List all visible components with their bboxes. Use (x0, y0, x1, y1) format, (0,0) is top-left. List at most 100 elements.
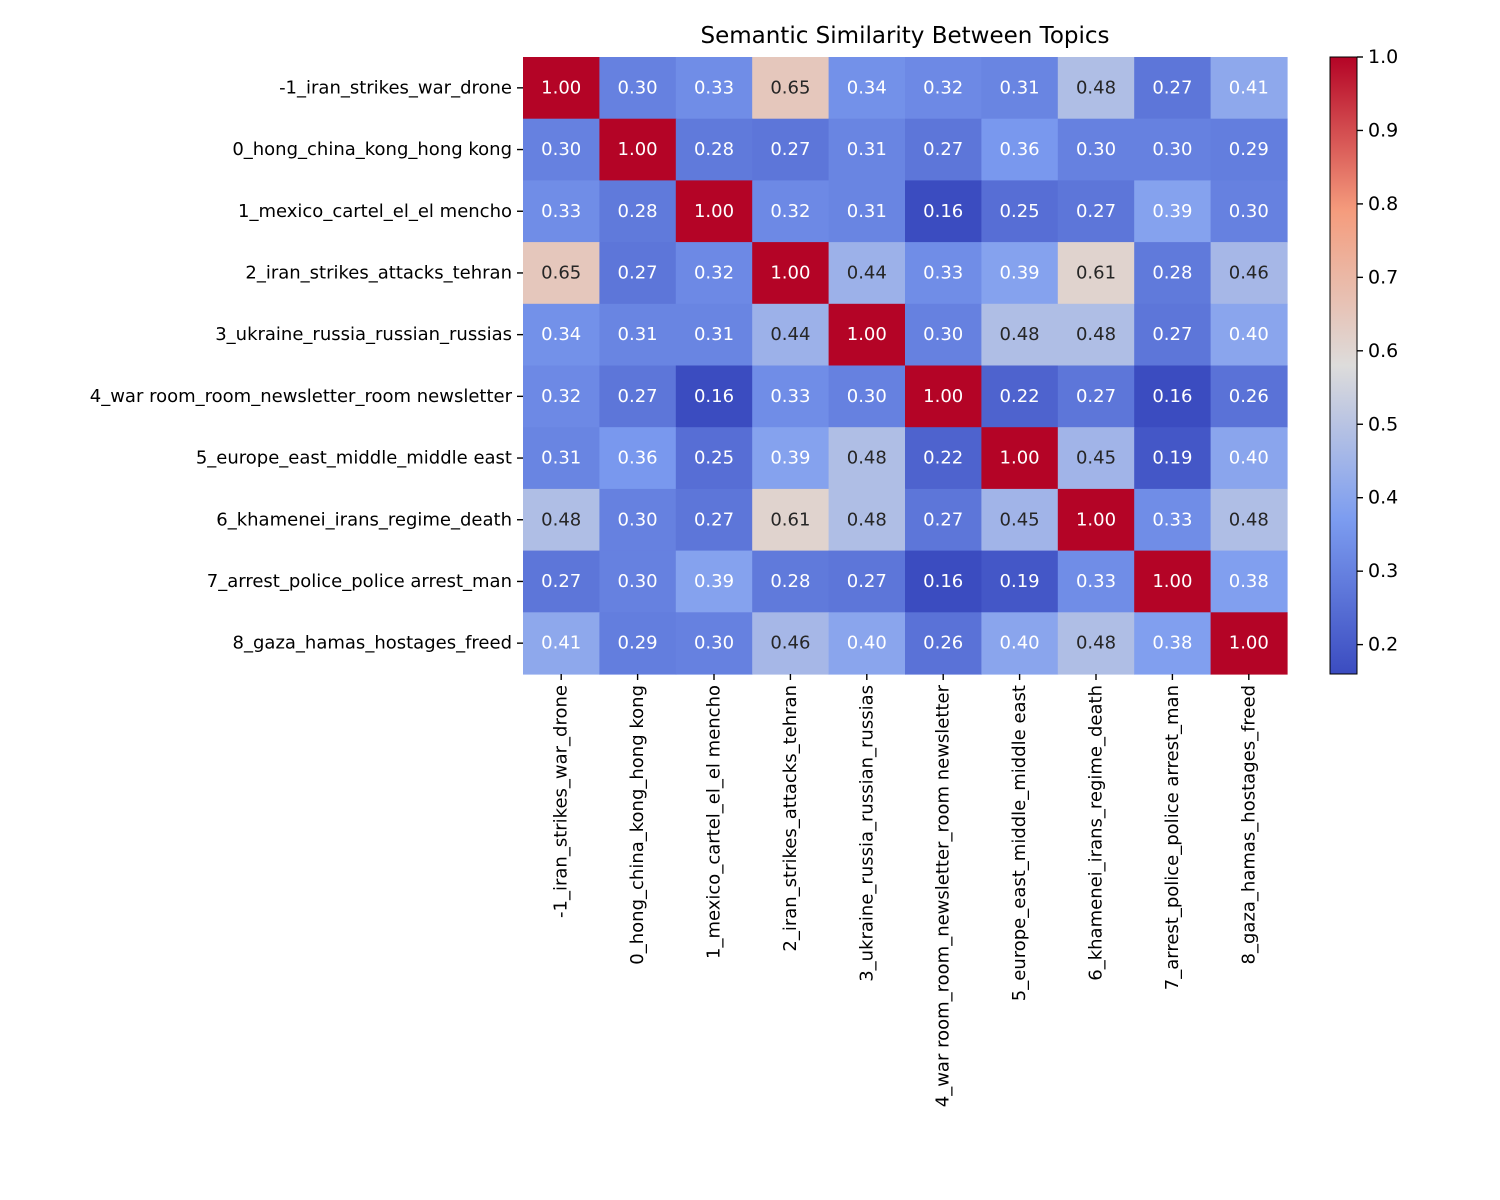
cell-value: 0.34 (847, 77, 887, 98)
cell-value: 0.61 (1076, 262, 1116, 283)
heatmap-cell (981, 118, 1059, 181)
cell-value: 0.65 (541, 262, 581, 283)
heatmap-cell (905, 612, 982, 675)
row-label: 3_ukraine_russia_russian_russias (215, 324, 512, 345)
heatmap-cell (752, 612, 830, 675)
heatmap-cell (1134, 427, 1212, 490)
heatmap-cell (1057, 427, 1135, 490)
cell-value: 0.27 (847, 571, 887, 592)
heatmap-cell (905, 180, 982, 243)
cell-value: 0.28 (694, 139, 734, 160)
heatmap-cell (1057, 180, 1135, 243)
cell-value: 0.33 (770, 386, 810, 407)
heatmap-cell (981, 57, 1059, 120)
heatmap-cell (752, 365, 830, 428)
heatmap-cell (675, 427, 753, 490)
cell-value: 0.25 (1000, 201, 1040, 222)
heatmap-cell (752, 57, 830, 120)
heatmap-cell (523, 303, 600, 367)
cell-value: 0.34 (541, 324, 581, 345)
heatmap-cell (905, 242, 982, 305)
heatmap-cell (1057, 365, 1135, 428)
row-label: 8_gaza_hamas_hostages_freed (233, 633, 512, 654)
heatmap-cell (905, 303, 982, 367)
cell-value: 0.30 (1076, 139, 1116, 160)
heatmap-cell (752, 488, 830, 552)
cell-value: 0.30 (541, 139, 581, 160)
col-label: 4_war room_room_newsletter_room newslett… (933, 684, 954, 1107)
heatmap-cell (1134, 612, 1212, 675)
heatmap-cell (1057, 612, 1135, 675)
cell-value: 0.48 (847, 448, 887, 469)
colorbar-tick-label: 1.0 (1368, 46, 1398, 68)
cell-value: 0.39 (770, 448, 810, 469)
heatmap-cell (599, 303, 677, 367)
row-label: 7_arrest_police_police arrest_man (207, 571, 512, 592)
heatmap-cell (599, 550, 677, 613)
heatmap-cell (1210, 488, 1288, 552)
row-label: 5_europe_east_middle_middle east (196, 448, 512, 469)
heatmap-cell (752, 118, 830, 181)
cell-value: 0.33 (923, 262, 963, 283)
row-label: 2_iran_strikes_attacks_tehran (245, 262, 512, 283)
heatmap-cell (599, 488, 677, 552)
colorbar-tick-label: 0.4 (1368, 487, 1398, 509)
heatmap-cell (1210, 612, 1288, 675)
heatmap-cell (1134, 550, 1212, 613)
cell-value: 0.31 (694, 324, 734, 345)
colorbar-tick-label: 0.7 (1368, 266, 1398, 288)
cell-value: 0.65 (770, 77, 810, 98)
colorbar-tick-label: 0.5 (1368, 413, 1398, 435)
cell-value: 0.22 (1000, 386, 1040, 407)
cell-value: 0.32 (923, 77, 963, 98)
cell-value: 0.48 (1076, 324, 1116, 345)
cell-value: 1.00 (694, 201, 734, 222)
heatmap-cell (828, 180, 906, 243)
heatmap-cell (1057, 242, 1135, 305)
heatmap-cell (981, 488, 1059, 552)
heatmap-cell (981, 180, 1059, 243)
heatmap-cell (828, 550, 906, 613)
cell-value: 0.27 (1152, 324, 1192, 345)
heatmap-cell (523, 612, 600, 675)
row-label: -1_iran_strikes_war_drone (279, 77, 512, 98)
cell-value: 0.30 (618, 509, 658, 530)
cell-value: 0.41 (541, 633, 581, 654)
row-label: 4_war room_room_newsletter_room newslett… (90, 386, 513, 407)
cell-value: 0.33 (694, 77, 734, 98)
heatmap-cell (523, 118, 600, 181)
cell-value: 0.40 (1229, 324, 1269, 345)
heatmap-cell (675, 118, 753, 181)
cell-value: 0.31 (541, 448, 581, 469)
heatmap-cell (981, 550, 1059, 613)
cell-value: 0.28 (1152, 262, 1192, 283)
cell-value: 0.27 (1076, 386, 1116, 407)
heatmap-cell (523, 57, 600, 120)
cell-value: 0.16 (694, 386, 734, 407)
heatmap-cell (1057, 550, 1135, 613)
cell-value: 0.45 (1000, 509, 1040, 530)
col-label: 5_europe_east_middle_middle east (1009, 685, 1030, 1001)
heatmap-cell (905, 550, 982, 613)
cell-value: 0.48 (541, 509, 581, 530)
heatmap-cell (828, 118, 906, 181)
cell-value: 0.30 (1152, 139, 1192, 160)
heatmap-cell (675, 180, 753, 243)
cell-value: 1.00 (541, 77, 581, 98)
heatmap-cell (905, 365, 982, 428)
cell-value: 0.27 (618, 386, 658, 407)
cell-value: 0.30 (618, 77, 658, 98)
cell-value: 0.45 (1076, 448, 1116, 469)
cell-value: 0.29 (1229, 139, 1269, 160)
colorbar-tick-label: 0.6 (1368, 340, 1398, 362)
heatmap-cell (523, 365, 600, 428)
heatmap-cell (675, 550, 753, 613)
colorbar-tick-label: 0.2 (1368, 634, 1398, 656)
cell-value: 0.27 (923, 509, 963, 530)
heatmap-cell (675, 365, 753, 428)
heatmap-cell (905, 57, 982, 120)
heatmap-cell (1134, 365, 1212, 428)
heatmap-cell (981, 427, 1059, 490)
cell-value: 1.00 (923, 386, 963, 407)
heatmap-cell (828, 612, 906, 675)
